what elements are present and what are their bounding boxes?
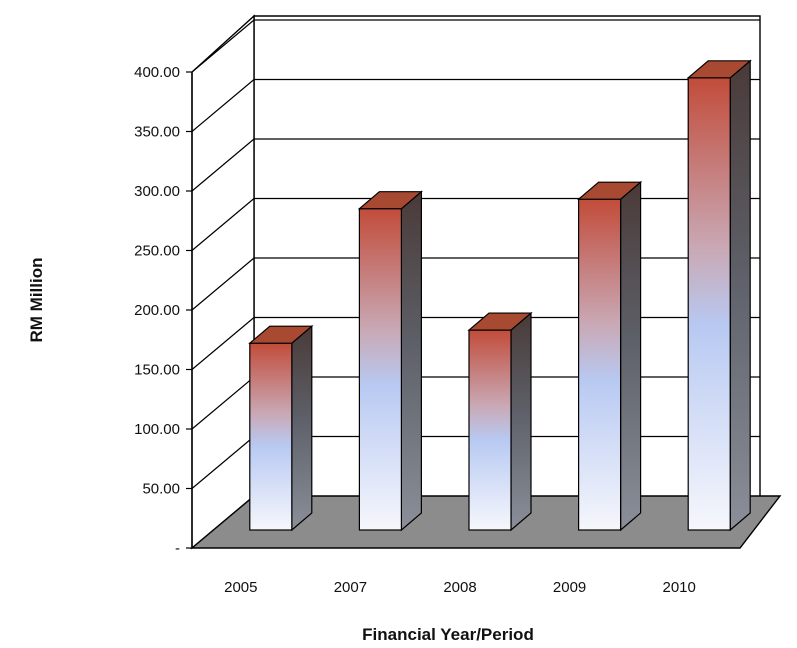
bar-front — [249, 342, 293, 531]
y-axis-title: RM Million — [27, 258, 46, 343]
y-tick-label: 250.00 — [134, 243, 180, 260]
x-axis-title: Financial Year/Period — [362, 625, 534, 644]
y-tick-label: 150.00 — [134, 362, 180, 379]
bar-top — [686, 60, 752, 79]
bar-2005 — [248, 324, 314, 532]
bar-front — [358, 208, 402, 531]
x-tick-label: 2008 — [443, 579, 476, 596]
y-tick-label: - — [175, 540, 180, 557]
x-tick-label: 2007 — [334, 579, 367, 596]
y-tick-label: 100.00 — [134, 421, 180, 438]
bar-side — [400, 190, 422, 532]
bar-2007 — [357, 190, 424, 532]
x-tick-label: 2010 — [663, 579, 696, 596]
bar-front — [468, 329, 512, 531]
gridline — [191, 138, 760, 192]
bar-side — [729, 59, 751, 532]
bar-top — [467, 312, 533, 331]
y-tick-label: 300.00 — [134, 183, 180, 200]
bar-front — [687, 77, 731, 531]
bar-side — [619, 180, 642, 532]
bar-side — [510, 311, 532, 532]
bar-2008 — [467, 311, 533, 532]
bar-top — [576, 181, 643, 200]
y-tick-label: 400.00 — [134, 64, 180, 81]
x-tick-labels: 2005 2007 2008 2009 2010 — [224, 579, 696, 596]
bar-top — [357, 191, 424, 210]
bar-2010 — [686, 59, 752, 532]
bar-front — [577, 198, 622, 531]
bar-2009 — [576, 180, 643, 532]
bar-side — [291, 324, 313, 532]
bars — [248, 59, 752, 532]
y-tick-label: 50.00 — [142, 481, 180, 498]
x-tick-label: 2009 — [553, 579, 586, 596]
bar-top — [248, 325, 314, 344]
side-wall — [191, 14, 255, 550]
y-tick-label: 350.00 — [134, 124, 180, 141]
y-tick-labels: - 50.00 100.00 150.00 200.00 250.00 300.00 350.… — [134, 64, 192, 557]
gridline — [191, 19, 760, 73]
y-tick-label: 200.00 — [134, 302, 180, 319]
x-tick-label: 2005 — [224, 579, 257, 596]
gridline — [191, 78, 760, 132]
